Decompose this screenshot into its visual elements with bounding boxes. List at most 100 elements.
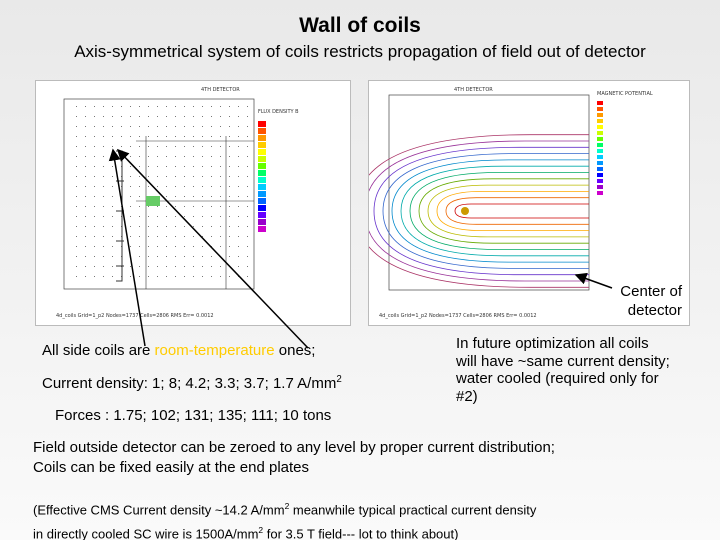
decor xyxy=(258,177,266,183)
decor xyxy=(184,156,185,157)
decor xyxy=(247,156,248,157)
legend-title: MAGNETIC POTENTIAL xyxy=(597,91,653,97)
decor xyxy=(193,186,194,187)
decor xyxy=(166,266,167,267)
decor xyxy=(112,246,113,247)
decor xyxy=(85,226,86,227)
decor xyxy=(229,236,230,237)
decor xyxy=(211,256,212,257)
decor xyxy=(76,106,77,107)
decor xyxy=(247,246,248,247)
decor xyxy=(139,186,140,187)
highlight: room-temperature xyxy=(154,342,275,359)
decor xyxy=(597,137,603,141)
decor xyxy=(220,116,221,117)
superscript: 2 xyxy=(284,501,290,511)
title: Wall of coils xyxy=(299,14,421,37)
decor xyxy=(157,106,158,107)
decor xyxy=(220,216,221,217)
decor xyxy=(193,176,194,177)
decor xyxy=(112,166,113,167)
decor xyxy=(94,246,95,247)
decor xyxy=(76,276,77,277)
decor xyxy=(85,126,86,127)
decor xyxy=(193,236,194,237)
decor xyxy=(130,216,131,217)
note-line: In future optimization all coils xyxy=(456,335,649,352)
text: in directly cooled SC wire is 1500A/mm xyxy=(33,526,259,540)
decor xyxy=(85,236,86,237)
decor xyxy=(175,266,176,267)
decor xyxy=(94,266,95,267)
decor xyxy=(85,216,86,217)
decor xyxy=(229,256,230,257)
decor xyxy=(130,136,131,137)
decor xyxy=(139,206,140,207)
decor xyxy=(85,186,86,187)
subtitle: Axis-symmetrical system of coils restric… xyxy=(74,42,646,61)
legend-title: FLUX DENSITY B xyxy=(258,109,299,115)
decor xyxy=(175,166,176,167)
decor xyxy=(175,206,176,207)
decor xyxy=(193,246,194,247)
decor xyxy=(76,216,77,217)
decor xyxy=(148,246,149,247)
decor xyxy=(112,206,113,207)
decor xyxy=(184,236,185,237)
decor xyxy=(112,266,113,267)
decor xyxy=(258,184,266,190)
decor xyxy=(94,156,95,157)
decor xyxy=(121,146,122,147)
decor xyxy=(238,266,239,267)
decor xyxy=(202,166,203,167)
decor xyxy=(184,206,185,207)
decor xyxy=(247,116,248,117)
decor xyxy=(112,196,113,197)
decor xyxy=(157,176,158,177)
decor xyxy=(238,186,239,187)
decor xyxy=(229,156,230,157)
decor xyxy=(148,216,149,217)
decor xyxy=(130,116,131,117)
decor xyxy=(76,236,77,237)
decor xyxy=(148,136,149,137)
decor xyxy=(76,156,77,157)
decor xyxy=(247,276,248,277)
decor xyxy=(597,143,603,147)
decor xyxy=(76,176,77,177)
decor xyxy=(238,106,239,107)
decor xyxy=(220,276,221,277)
text: All side coils are xyxy=(42,342,155,359)
decor xyxy=(103,216,104,217)
decor xyxy=(436,191,589,231)
decor xyxy=(238,236,239,237)
decor xyxy=(94,196,95,197)
decor xyxy=(211,126,212,127)
note-line: Field outside detector can be zeroed to … xyxy=(33,439,555,456)
decor xyxy=(148,176,149,177)
decor xyxy=(247,266,248,267)
decor xyxy=(103,126,104,127)
decor xyxy=(220,196,221,197)
decor xyxy=(85,136,86,137)
superscript: 2 xyxy=(336,374,342,385)
decor xyxy=(220,226,221,227)
decor xyxy=(139,216,140,217)
decor xyxy=(94,206,95,207)
decor xyxy=(238,246,239,247)
decor xyxy=(139,116,140,117)
decor xyxy=(103,176,104,177)
decor xyxy=(247,236,248,237)
arrow xyxy=(108,148,146,347)
callout: Center of detector xyxy=(600,282,682,320)
decor xyxy=(148,166,149,167)
arrow xyxy=(574,272,613,289)
decor xyxy=(157,216,158,217)
decor xyxy=(166,276,167,277)
decor xyxy=(211,146,212,147)
decor xyxy=(139,276,140,277)
arrow xyxy=(116,148,309,349)
decor xyxy=(85,246,86,247)
decor xyxy=(166,126,167,127)
